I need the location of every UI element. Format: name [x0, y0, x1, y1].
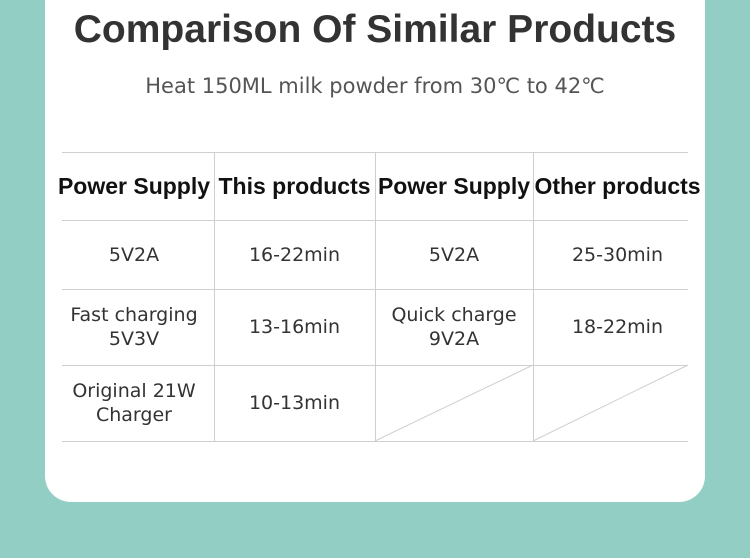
title: Comparison Of Similar Products: [73, 8, 677, 51]
column-header: This products: [218, 173, 371, 199]
table-cell: 10-13min: [248, 392, 341, 414]
table-cell: 5V2A: [428, 243, 480, 266]
table-cell: Original 21W Charger: [72, 380, 196, 426]
table-cell: 18-22min: [571, 316, 664, 338]
table-cell: 16-22min: [248, 243, 341, 266]
empty-cell-diagonal: [374, 364, 534, 442]
column-header: Power Supply: [57, 173, 211, 199]
column-header: Power Supply: [377, 173, 531, 199]
table-cell: 5V2A: [108, 243, 160, 266]
subtitle: Heat 150ML milk powder from 30℃ to 42℃: [145, 74, 605, 98]
table-cell: 13-16min: [248, 316, 341, 338]
empty-cell-diagonal: [532, 364, 689, 442]
table-cell: Fast charging 5V3V: [70, 304, 198, 350]
column-header: Other products: [534, 173, 701, 199]
table-cell: 25-30min: [571, 243, 664, 266]
table-cell: Quick charge 9V2A: [391, 304, 517, 350]
